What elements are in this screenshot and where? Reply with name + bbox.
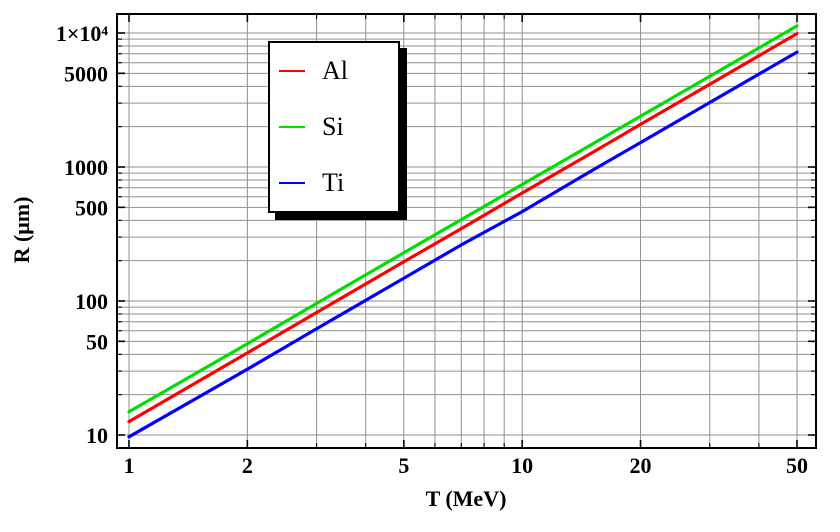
x-tick-label: 2 (242, 453, 253, 478)
y-tick-label: 500 (75, 195, 108, 220)
legend-label-al: Al (322, 56, 348, 85)
y-tick-label: 50 (86, 329, 108, 354)
si-line-swatch-icon (279, 126, 305, 128)
legend-label-si: Si (322, 112, 344, 141)
y-tick-label: 10 (86, 423, 108, 448)
legend-entry-si: Si (279, 114, 398, 140)
plot-frame (116, 13, 817, 449)
series-line-al (127, 31, 799, 424)
x-tick-label: 5 (398, 453, 409, 478)
series-line-ti (127, 50, 799, 439)
x-axis-title: T (MeV) (425, 486, 507, 511)
y-tick-label: 1000 (64, 155, 108, 180)
ti-line-swatch-icon (279, 182, 305, 184)
y-axis-title: R (μm) (9, 196, 34, 264)
legend-entry-al: Al (279, 58, 398, 84)
legend-entry-ti: Ti (279, 170, 398, 196)
al-line-swatch-icon (279, 70, 305, 72)
legend: Al Si Ti (268, 41, 400, 213)
y-tick-label: 100 (75, 289, 108, 314)
x-tick-label: 10 (511, 453, 533, 478)
y-tick-label: 5000 (64, 61, 108, 86)
x-tick-label: 50 (786, 453, 808, 478)
series-line-si (127, 24, 799, 414)
x-tick-label: 1 (124, 453, 135, 478)
x-tick-label: 20 (630, 453, 652, 478)
y-tick-label: 1×10⁴ (56, 21, 109, 46)
legend-label-ti: Ti (322, 168, 345, 197)
